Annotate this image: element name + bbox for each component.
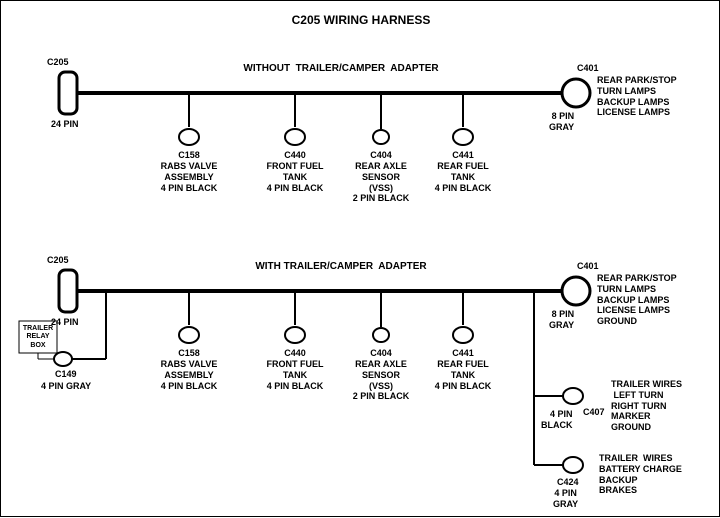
section2-heading: WITH TRAILER/CAMPER ADAPTER <box>151 261 531 273</box>
s1-d0-desc: RABS VALVE ASSEMBLY 4 PIN BLACK <box>149 161 229 193</box>
s2-d2-desc: REAR AXLE SENSOR (VSS) 2 PIN BLACK <box>341 359 421 402</box>
s1-d2-id: C404 <box>351 150 411 161</box>
s1-d0-id: C158 <box>159 150 219 161</box>
relay-id: C149 <box>55 369 77 380</box>
page-title: C205 WIRING HARNESS <box>1 13 720 27</box>
s2-right-desc: REAR PARK/STOP TURN LAMPS BACKUP LAMPS L… <box>597 273 677 327</box>
s2-left-id: C205 <box>47 255 69 266</box>
s2-d0-desc: RABS VALVE ASSEMBLY 4 PIN BLACK <box>149 359 229 391</box>
relay-box: TRAILER RELAY BOX <box>19 325 57 350</box>
s1-left-pin: 24 PIN <box>51 119 79 130</box>
relay-pin: 4 PIN GRAY <box>41 381 91 392</box>
s2-d3-id: C441 <box>433 348 493 359</box>
s1-d2-desc: REAR AXLE SENSOR (VSS) 2 PIN BLACK <box>341 161 421 204</box>
diagram-canvas: C205 WIRING HARNESS WITHOUT TRAILER/CAMP… <box>0 0 720 517</box>
s1-right-desc: REAR PARK/STOP TURN LAMPS BACKUP LAMPS L… <box>597 75 677 118</box>
b2-id: C424 <box>557 477 579 488</box>
s1-d3-id: C441 <box>433 150 493 161</box>
s2-right-id: C401 <box>577 261 599 272</box>
s2-d2-id: C404 <box>351 348 411 359</box>
b2-pin: 4 PIN GRAY <box>553 488 578 510</box>
b1-id: C407 <box>583 407 605 418</box>
b2-desc: TRAILER WIRES BATTERY CHARGE BACKUP BRAK… <box>599 453 682 496</box>
s1-left-id: C205 <box>47 57 69 68</box>
b1-pin: 4 PIN BLACK <box>541 409 573 431</box>
s1-d3-desc: REAR FUEL TANK 4 PIN BLACK <box>423 161 503 193</box>
s1-d1-id: C440 <box>265 150 325 161</box>
section1-heading: WITHOUT TRAILER/CAMPER ADAPTER <box>151 63 531 75</box>
s1-d1-desc: FRONT FUEL TANK 4 PIN BLACK <box>255 161 335 193</box>
s2-d3-desc: REAR FUEL TANK 4 PIN BLACK <box>423 359 503 391</box>
b1-desc: TRAILER WIRES LEFT TURN RIGHT TURN MARKE… <box>611 379 682 433</box>
s2-d1-desc: FRONT FUEL TANK 4 PIN BLACK <box>255 359 335 391</box>
s2-right-pin: 8 PIN GRAY <box>549 309 574 331</box>
s1-right-pin: 8 PIN GRAY <box>549 111 574 133</box>
s1-right-id: C401 <box>577 63 599 74</box>
s2-d0-id: C158 <box>159 348 219 359</box>
s2-d1-id: C440 <box>265 348 325 359</box>
